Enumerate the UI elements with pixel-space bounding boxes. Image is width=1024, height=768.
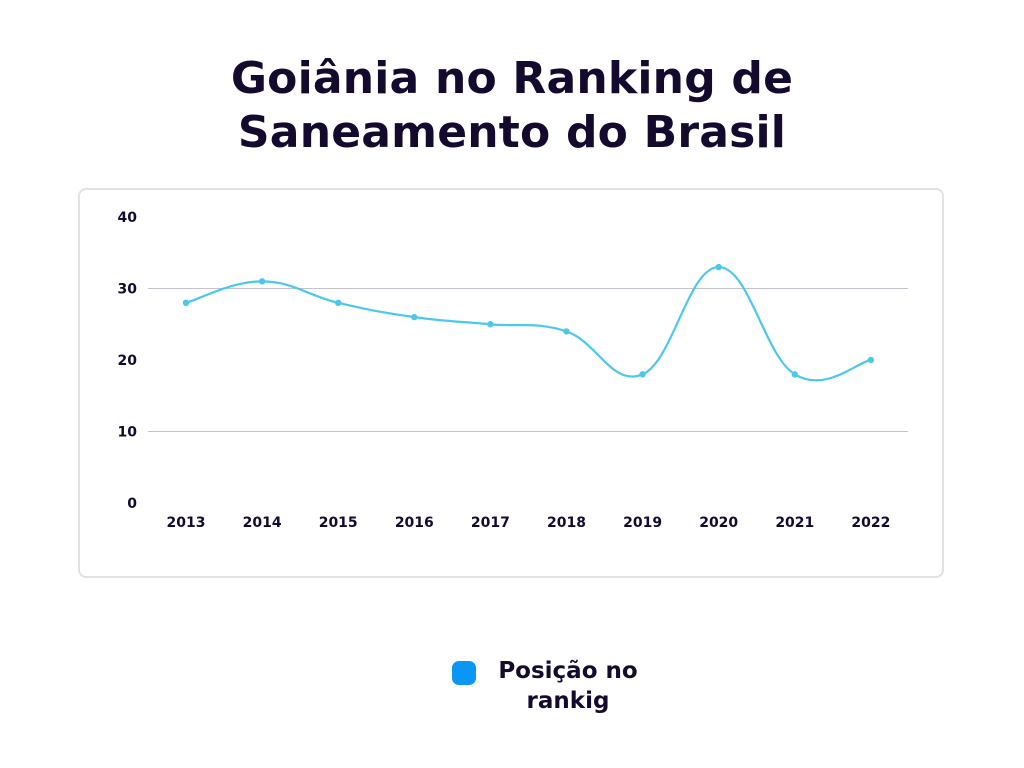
chart-title: Goiânia no Ranking de Saneamento do Bras… [0,52,1024,160]
x-tick-label: 2014 [243,515,282,531]
legend-label-line-2: rankig [526,688,610,714]
data-point [258,278,266,285]
y-tick-label: 10 [118,425,138,441]
chart-title-line-2: Saneamento do Brasil [237,107,787,158]
y-tick-label: 20 [118,353,138,369]
x-tick-label: 2015 [319,515,358,531]
data-point [487,321,494,328]
x-tick-label: 2021 [775,515,814,531]
data-point [791,371,798,378]
data-point [182,299,190,306]
x-tick-label: 2020 [699,515,738,531]
data-point [563,328,570,335]
data-point [411,313,418,321]
legend-label-line-1: Posição no [498,658,638,684]
x-tick-label: 2017 [471,515,510,531]
y-tick-label: 0 [127,496,137,512]
data-point [867,356,875,364]
x-tick-label: 2018 [547,515,586,531]
x-tick-label: 2016 [395,515,434,531]
legend-swatch-icon [452,661,476,685]
y-tick-label: 30 [118,282,138,298]
series-line [185,265,872,382]
y-tick-label: 40 [118,210,138,226]
chart-title-line-1: Goiânia no Ranking de [230,53,794,104]
chart-card [78,188,944,578]
x-tick-label: 2019 [623,515,662,531]
data-point [639,371,646,378]
data-point [335,299,342,306]
x-tick-label: 2013 [167,515,206,531]
x-tick-label: 2022 [851,515,890,531]
legend-label: Posição no rankig [488,656,648,716]
data-point [715,263,722,271]
